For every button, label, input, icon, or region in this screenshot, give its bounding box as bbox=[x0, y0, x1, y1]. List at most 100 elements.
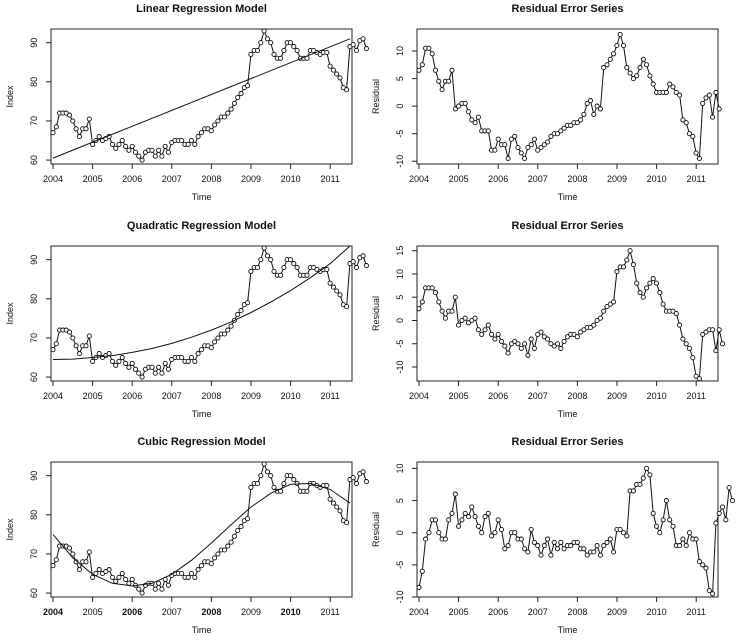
observed-point bbox=[330, 284, 336, 290]
observed-point bbox=[278, 55, 284, 61]
residual-point bbox=[614, 269, 620, 275]
observed-point bbox=[228, 323, 234, 329]
observed-point bbox=[188, 570, 195, 577]
observed-point bbox=[66, 545, 73, 551]
y-tick-label: 5 bbox=[395, 76, 405, 81]
residual-point bbox=[528, 142, 534, 148]
y-tick-label: -5 bbox=[395, 130, 405, 138]
residual-point bbox=[690, 133, 696, 139]
residual-point bbox=[713, 89, 719, 95]
observed-point bbox=[53, 557, 59, 563]
observed-point bbox=[228, 106, 234, 112]
observed-point bbox=[129, 360, 135, 366]
observed-point bbox=[106, 567, 112, 573]
residual-point bbox=[719, 504, 726, 510]
x-tick-label: 2010 bbox=[647, 607, 667, 617]
observed-point bbox=[96, 134, 102, 140]
observed-point bbox=[66, 112, 73, 118]
observed-point bbox=[215, 551, 221, 557]
residual-point bbox=[439, 87, 445, 93]
x-tick-label: 2008 bbox=[201, 607, 221, 617]
y-tick-label: 80 bbox=[29, 510, 39, 520]
residual-point bbox=[515, 144, 521, 151]
x-tick-label: 2005 bbox=[83, 174, 103, 184]
residual-point bbox=[495, 136, 501, 142]
x-tick-label: 2009 bbox=[241, 174, 261, 184]
residual-point bbox=[465, 514, 472, 520]
observed-point bbox=[363, 479, 369, 485]
observed-point bbox=[294, 47, 300, 54]
residual-point bbox=[515, 341, 521, 347]
x-tick-label: 2005 bbox=[449, 391, 469, 401]
y-tick-label: 60 bbox=[29, 155, 39, 165]
residual-point bbox=[472, 120, 478, 126]
x-tick-label: 2011 bbox=[687, 391, 706, 401]
observed-point bbox=[258, 473, 264, 479]
residual-point bbox=[591, 549, 597, 555]
residual-point bbox=[723, 517, 729, 523]
residual-point bbox=[660, 301, 666, 307]
residual-point bbox=[508, 341, 514, 347]
observed-point bbox=[350, 42, 356, 48]
observed-point bbox=[113, 362, 119, 368]
residual-point bbox=[677, 322, 683, 328]
observed-point bbox=[86, 333, 92, 339]
observed-point bbox=[324, 266, 330, 273]
plot-frame bbox=[416, 245, 719, 382]
residual-point bbox=[637, 290, 643, 296]
x-tick-label: 2010 bbox=[647, 174, 667, 184]
residual-series-line bbox=[418, 32, 720, 161]
fitted-trend-line bbox=[52, 38, 351, 159]
residual-point bbox=[456, 523, 462, 529]
residual-point bbox=[696, 155, 702, 162]
observed-point bbox=[149, 364, 155, 370]
x-tick-label: 2007 bbox=[162, 391, 182, 401]
observed-point bbox=[337, 508, 343, 514]
residual-point bbox=[429, 285, 435, 291]
residual-point bbox=[700, 100, 706, 106]
residual-point bbox=[693, 150, 699, 156]
residual-point bbox=[432, 290, 439, 296]
observed-point bbox=[198, 130, 204, 136]
observed-point bbox=[287, 257, 294, 263]
residual-point bbox=[541, 142, 547, 148]
residual-point bbox=[568, 543, 574, 549]
observed-point bbox=[179, 137, 185, 144]
observed-point bbox=[76, 351, 82, 357]
residual-point bbox=[574, 120, 580, 126]
y-tick-label: -10 bbox=[395, 155, 405, 168]
x-tick-label: 2008 bbox=[201, 391, 221, 401]
observed-point bbox=[83, 559, 89, 565]
observed-point bbox=[185, 141, 191, 147]
observed-point bbox=[212, 122, 218, 128]
residual-point bbox=[528, 336, 534, 342]
residual-point bbox=[495, 331, 501, 337]
observed-point bbox=[139, 590, 145, 596]
residual-point bbox=[535, 147, 541, 153]
observed-point bbox=[188, 137, 195, 144]
residual-point bbox=[729, 498, 735, 504]
observed-point bbox=[231, 100, 237, 106]
x-tick-label: 2009 bbox=[241, 607, 261, 617]
x-tick-label: 2008 bbox=[567, 174, 587, 184]
residual-point bbox=[611, 51, 617, 57]
observed-point bbox=[70, 335, 76, 341]
residual-point bbox=[525, 352, 531, 358]
observed-point bbox=[156, 364, 162, 370]
x-tick-label: 2005 bbox=[83, 607, 103, 617]
observed-point bbox=[195, 567, 201, 573]
x-tick-label: 2008 bbox=[567, 607, 587, 617]
residual-point bbox=[446, 78, 452, 84]
observed-point bbox=[248, 51, 254, 57]
residual-point bbox=[535, 331, 541, 337]
residual-point bbox=[498, 338, 505, 344]
residual-point bbox=[706, 588, 712, 594]
observed-point bbox=[235, 527, 241, 534]
x-axis-label: Time bbox=[558, 192, 578, 202]
residual-point bbox=[673, 89, 679, 95]
x-tick-label: 2007 bbox=[162, 174, 182, 184]
residual-point bbox=[594, 103, 600, 109]
residual-point bbox=[419, 299, 425, 305]
observed-point bbox=[337, 292, 343, 298]
residual-point bbox=[627, 248, 633, 254]
